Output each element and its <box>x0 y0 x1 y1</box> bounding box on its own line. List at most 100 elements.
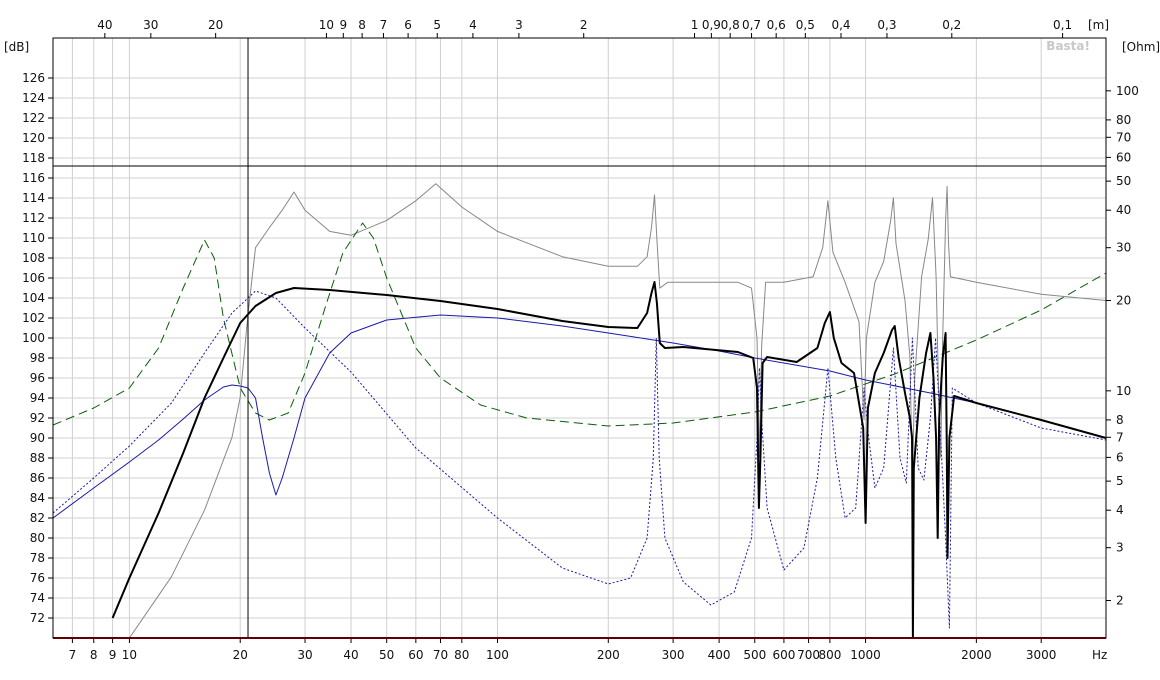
right-tick-label: 40 <box>1116 203 1131 217</box>
left-tick-label: 80 <box>30 531 45 545</box>
left-tick-label: 86 <box>30 471 45 485</box>
top-tick-label: 9 <box>339 18 347 32</box>
plot-series <box>52 183 1107 639</box>
left-tick-label: 72 <box>30 611 45 625</box>
top-tick-label: 8 <box>358 18 366 32</box>
bottom-tick-label: 10 <box>122 648 137 662</box>
left-tick-label: 90 <box>30 431 45 445</box>
left-tick-label: 108 <box>22 251 45 265</box>
bottom-tick-label: 300 <box>662 648 685 662</box>
left-tick-label: 100 <box>22 331 45 345</box>
bottom-tick-label: 600 <box>772 648 795 662</box>
right-tick-label: 60 <box>1116 150 1131 164</box>
watermark: Basta! <box>1046 39 1090 53</box>
right-tick-label: 8 <box>1116 413 1124 427</box>
plot-frame <box>48 33 1111 643</box>
left-tick-label: 104 <box>22 291 45 305</box>
right-tick-label: 5 <box>1116 474 1124 488</box>
top-tick-label: 3 <box>515 18 523 32</box>
series-line-5 <box>111 281 1107 639</box>
series-line-2 <box>52 222 1107 427</box>
series-line-4 <box>52 314 1107 519</box>
bottom-axis-unit: Hz <box>1092 648 1107 662</box>
bottom-tick-label: 30 <box>297 648 312 662</box>
right-tick-label: 4 <box>1116 503 1124 517</box>
left-tick-label: 98 <box>30 351 45 365</box>
bottom-tick-label: 9 <box>109 648 117 662</box>
left-tick-label: 88 <box>30 451 45 465</box>
left-tick-label: 122 <box>22 111 45 125</box>
right-tick-label: 80 <box>1116 113 1131 127</box>
right-tick-label: 2 <box>1116 594 1124 608</box>
bottom-tick-label: 700 <box>797 648 820 662</box>
top-tick-label: 0,8 <box>721 18 740 32</box>
plot-border <box>52 37 1107 639</box>
right-tick-label: 3 <box>1116 541 1124 555</box>
top-tick-label: 2 <box>580 18 588 32</box>
top-tick-label: 7 <box>380 18 388 32</box>
left-tick-label: 74 <box>30 591 45 605</box>
bottom-tick-label: 1000 <box>850 648 881 662</box>
left-tick-label: 114 <box>22 191 45 205</box>
left-tick-label: 92 <box>30 411 45 425</box>
top-tick-label: 5 <box>433 18 441 32</box>
top-tick-label: 40 <box>97 18 112 32</box>
tick-labels: 1261241221201181161141121101081061041021… <box>22 18 1139 662</box>
left-tick-label: 120 <box>22 131 45 145</box>
bottom-tick-label: 3000 <box>1026 648 1057 662</box>
top-tick-label: 0,7 <box>742 18 761 32</box>
top-tick-label: 0,3 <box>877 18 896 32</box>
top-tick-label: 30 <box>143 18 158 32</box>
bottom-tick-label: 50 <box>379 648 394 662</box>
bottom-tick-label: 40 <box>343 648 358 662</box>
vertical-grid <box>71 38 1042 638</box>
left-tick-label: 76 <box>30 571 45 585</box>
top-axis-unit: [m] <box>1088 18 1109 32</box>
series-line-1 <box>128 183 1107 639</box>
top-tick-label: 0,9 <box>702 18 721 32</box>
left-tick-label: 82 <box>30 511 45 525</box>
left-tick-label: 102 <box>22 311 45 325</box>
bottom-tick-label: 7 <box>69 648 77 662</box>
top-tick-label: 20 <box>208 18 223 32</box>
right-tick-label: 70 <box>1116 130 1131 144</box>
bottom-tick-label: 80 <box>454 648 469 662</box>
cursor-markers <box>53 38 1106 638</box>
top-tick-label: 0,6 <box>767 18 786 32</box>
right-axis-unit: [Ohm] <box>1122 40 1160 54</box>
left-tick-label: 110 <box>22 231 45 245</box>
series-line-3 <box>52 290 1107 629</box>
bottom-tick-label: 500 <box>743 648 766 662</box>
left-tick-label: 78 <box>30 551 45 565</box>
top-tick-label: 0,4 <box>831 18 850 32</box>
bottom-tick-label: 70 <box>433 648 448 662</box>
right-tick-label: 10 <box>1116 384 1131 398</box>
right-tick-label: 30 <box>1116 241 1131 255</box>
left-tick-label: 124 <box>22 91 45 105</box>
bottom-tick-label: 2000 <box>961 648 992 662</box>
top-tick-label: 0,1 <box>1053 18 1072 32</box>
bottom-tick-label: 60 <box>408 648 423 662</box>
top-tick-label: 0,5 <box>796 18 815 32</box>
left-tick-label: 94 <box>30 391 45 405</box>
top-tick-label: 4 <box>469 18 477 32</box>
top-tick-label: 1 <box>691 18 699 32</box>
right-tick-label: 100 <box>1116 84 1139 98</box>
left-axis-unit: [dB] <box>4 40 29 54</box>
left-tick-label: 112 <box>22 211 45 225</box>
left-tick-label: 84 <box>30 491 45 505</box>
top-tick-label: 6 <box>404 18 412 32</box>
right-tick-label: 7 <box>1116 430 1124 444</box>
left-tick-label: 116 <box>22 171 45 185</box>
bottom-tick-label: 8 <box>90 648 98 662</box>
right-tick-label: 50 <box>1116 174 1131 188</box>
left-tick-label: 106 <box>22 271 45 285</box>
bottom-tick-label: 800 <box>818 648 841 662</box>
right-tick-label: 20 <box>1116 294 1131 308</box>
left-tick-label: 118 <box>22 151 45 165</box>
bottom-tick-label: 400 <box>708 648 731 662</box>
left-tick-label: 126 <box>22 71 45 85</box>
left-tick-label: 96 <box>30 371 45 385</box>
bottom-tick-label: 100 <box>486 648 509 662</box>
